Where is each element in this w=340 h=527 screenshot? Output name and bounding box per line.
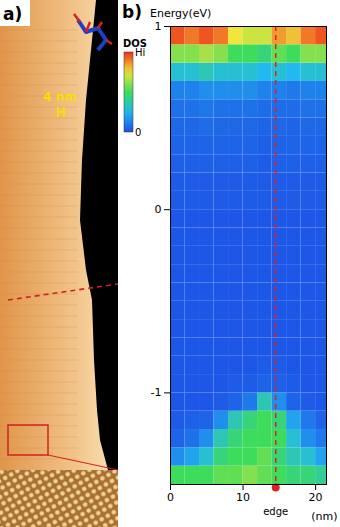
svg-text:edge: edge — [263, 506, 288, 517]
svg-text:a): a) — [3, 4, 22, 24]
svg-text:Hi: Hi — [135, 47, 145, 58]
svg-text:0: 0 — [167, 491, 174, 504]
svg-text:0: 0 — [155, 203, 162, 216]
svg-text:20: 20 — [309, 491, 323, 504]
svg-text:-1: -1 — [151, 386, 162, 399]
html-text:Energy(eV): Energy(eV) — [150, 7, 212, 20]
svg-text:0: 0 — [135, 127, 141, 138]
html-text:b): b) — [122, 2, 142, 22]
svg-text:4 nm: 4 nm — [43, 90, 77, 104]
svg-text:10: 10 — [236, 491, 250, 504]
svg-text:(nm): (nm) — [311, 510, 337, 523]
svg-text:DOS: DOS — [123, 38, 147, 49]
svg-text:1: 1 — [155, 20, 162, 33]
